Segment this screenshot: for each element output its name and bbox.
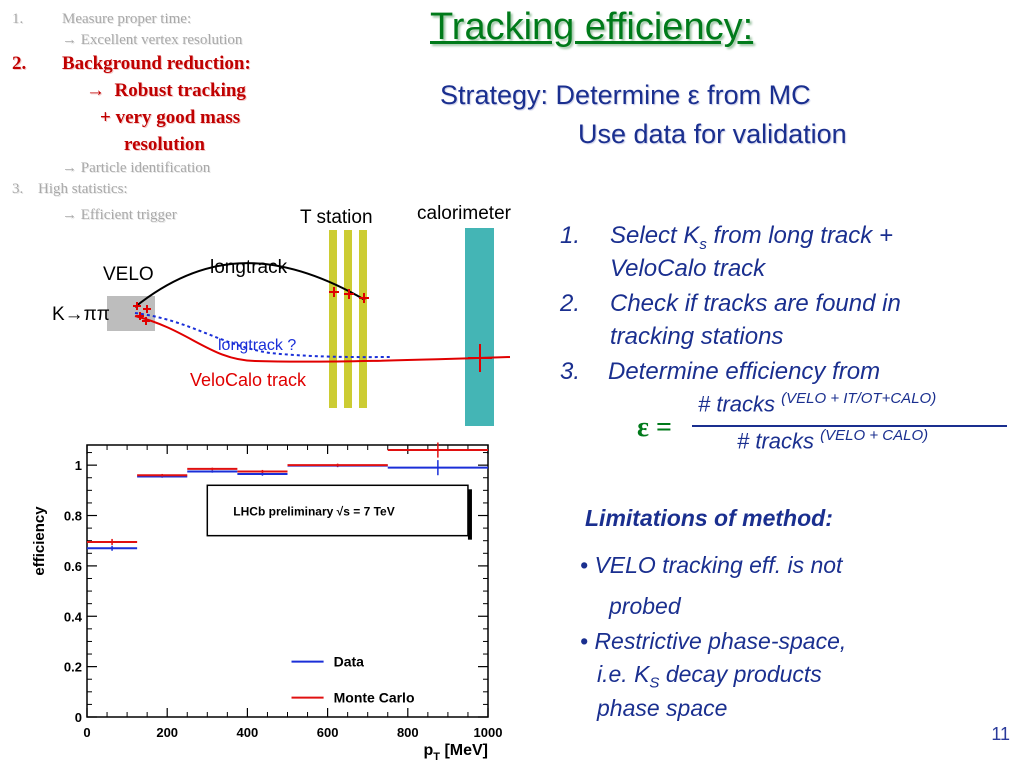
method-steps: 1. Select Ks from long track + VeloCalo … [560, 222, 1020, 392]
data-point [137, 473, 188, 477]
axis-ticks: 0 200 400 600 800 1000 0 0.2 0.4 0.6 0.8 1 [64, 445, 503, 740]
outline-item-1-sub: → Excellent vertex resolution [62, 32, 243, 48]
step-3-number: 3. [560, 358, 581, 385]
y-tick-label: 0 [75, 710, 82, 725]
limitations-section: Limitations of method: • VELO tracking e… [575, 505, 995, 730]
y-tick-label: 0.8 [64, 509, 82, 524]
step-2-text: Check if tracks are found in [610, 290, 901, 317]
step-1-number: 1. [560, 222, 581, 249]
x-tick-label: 1000 [474, 725, 503, 740]
data-point [237, 469, 288, 473]
efficiency-formula: ε = # tracks (VELO + IT/OT+CALO) # track… [635, 390, 1015, 460]
step-3-text: Determine efficiency from [608, 358, 881, 385]
legend-label: Monte Carlo [334, 690, 415, 706]
outline-item-3-number: 3. [12, 181, 24, 197]
legend-label: Data [334, 654, 365, 670]
x-tick-label: 800 [397, 725, 419, 740]
limitation-2: • Restrictive phase-space, [580, 628, 847, 654]
strategy-line-1: Strategy: Determine ε from MC [440, 80, 811, 110]
formula-numerator: # tracks (VELO + IT/OT+CALO) [698, 390, 937, 417]
x-axis-label: pT [MeV] [423, 742, 488, 763]
efficiency-chart: 0 200 400 600 800 1000 0 0.2 0.4 0.6 0.8 1 efficien… [31, 442, 503, 763]
epsilon-symbol: ε = [637, 412, 672, 443]
y-tick-label: 0.2 [64, 660, 82, 675]
outline-item-2-sub-2: + very good mass [100, 107, 241, 128]
outline-item-2-sub-1: → Robust tracking [86, 80, 246, 101]
y-tick-label: 0.4 [64, 609, 83, 624]
outline-list: 1. Measure proper time: → Excellent vert… [0, 0, 300, 230]
limitation-1-continued: probed [609, 593, 681, 619]
calorimeter-label: calorimeter [417, 203, 512, 224]
limitation-1: • VELO tracking eff. is not [580, 552, 843, 578]
data-points [87, 442, 488, 551]
data-point [287, 463, 388, 467]
data-point [87, 538, 138, 545]
arrow-right-icon: → [86, 80, 105, 101]
step-1-text: Select Ks from long track + [610, 222, 893, 253]
longtrack-label: longtrack [210, 257, 288, 278]
longtrack-question-label: longtrack ? [218, 337, 296, 354]
chart-legend: Data Monte Carlo [291, 654, 415, 706]
x-tick-label: 400 [237, 725, 259, 740]
y-tick-label: 0.6 [64, 559, 82, 574]
slide-title: Tracking efficiency: [430, 6, 754, 48]
step-1-text-2: VeloCalo track [610, 255, 766, 282]
strategy-line-2: Use data for validation [578, 119, 847, 149]
annotation-text: LHCb preliminary √s = 7 TeV [233, 504, 394, 518]
velocalo-track-curve [134, 315, 511, 363]
data-point [387, 460, 488, 476]
outline-item-1-number: 1. [12, 11, 24, 27]
step-2-number: 2. [560, 290, 581, 317]
hit-markers [133, 287, 492, 372]
outline-item-3-sub: → Efficient trigger [62, 207, 177, 223]
t-station-layer-1 [329, 230, 337, 408]
x-tick-label: 0 [83, 725, 90, 740]
limitations-heading: Limitations of method: [585, 505, 833, 531]
lhcb-annotation: LHCb preliminary √s = 7 TeV [206, 484, 472, 540]
y-tick-label: 1 [75, 458, 82, 473]
longtrack-curve [134, 262, 366, 308]
limitation-2-continued: i.e. KS decay products [597, 661, 822, 692]
data-point [87, 545, 138, 551]
outline-item-3-text: High statistics: [38, 181, 128, 197]
annotation-shadow [467, 489, 472, 540]
velo-label: VELO [103, 264, 154, 285]
outline-item-2-number: 2. [12, 53, 27, 74]
outline-item-2-sub-4: → Particle identification [62, 160, 211, 176]
x-tick-label: 600 [317, 725, 339, 740]
longtrack-dashed-curve [134, 312, 391, 359]
arrow-right-icon: → [62, 207, 77, 223]
data-point [187, 467, 238, 471]
data-point [387, 442, 488, 458]
calorimeter-block [465, 228, 494, 426]
y-axis-label: efficiency [31, 506, 48, 576]
t-station-layer-3 [359, 230, 367, 408]
velocalo-track-label: VeloCalo track [190, 370, 307, 390]
x-tick-label: 200 [156, 725, 178, 740]
arrow-right-icon: → [62, 160, 77, 176]
data-point [187, 470, 238, 473]
outline-item-1-text: Measure proper time: [62, 11, 192, 27]
outline-item-2-text: Background reduction: [62, 53, 251, 74]
formula-denominator: # tracks (VELO + CALO) [737, 427, 929, 454]
t-station-layer-2 [344, 230, 352, 408]
t-station-label: T station [300, 207, 373, 228]
k-decay-label: K→ππ [52, 304, 110, 325]
fraction-bar [692, 425, 1007, 427]
arrow-right-icon: → [62, 32, 77, 48]
outline-item-2-sub-3: resolution [124, 134, 205, 155]
slide-number: 11 [991, 724, 1010, 744]
step-2-text-2: tracking stations [610, 323, 784, 350]
velo-box [107, 296, 155, 331]
limitation-2-continued-2: phase space [597, 695, 728, 721]
detector-diagram: VELO K→ππ longtrack longtrack ? VeloCalo… [52, 203, 512, 426]
